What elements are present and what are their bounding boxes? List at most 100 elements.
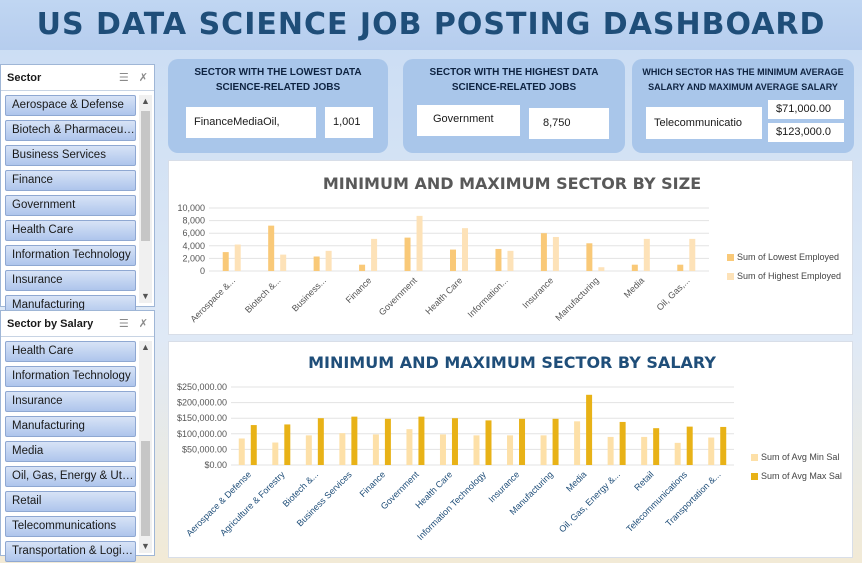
bar-min[interactable] bbox=[674, 442, 681, 465]
bar-max[interactable] bbox=[317, 418, 324, 465]
multi-select-icon[interactable]: ☰ bbox=[118, 72, 129, 84]
y-tick-label: $200,000.00 bbox=[177, 398, 227, 408]
slicer-item[interactable]: Government bbox=[5, 195, 136, 216]
sector-slicer: Sector ☰ ✗ Aerospace & Defense Biotech & … bbox=[0, 64, 155, 316]
bar-max[interactable] bbox=[507, 250, 514, 271]
legend-swatch bbox=[751, 473, 758, 480]
slicer-item[interactable]: Information Technology bbox=[5, 245, 136, 266]
bar-min[interactable] bbox=[268, 225, 275, 271]
bar-max[interactable] bbox=[686, 426, 693, 465]
bar-min[interactable] bbox=[372, 434, 379, 465]
bar-min[interactable] bbox=[450, 249, 456, 271]
scroll-up-icon[interactable]: ▲ bbox=[141, 96, 150, 106]
bar-min[interactable] bbox=[495, 248, 502, 271]
bar-max[interactable] bbox=[598, 267, 605, 271]
slicer-title: Sector bbox=[7, 71, 42, 84]
bar-max[interactable] bbox=[418, 416, 425, 465]
bar-min[interactable] bbox=[222, 252, 229, 271]
kpi-title: WHICH SECTOR HAS THE MINIMUM AVERAGE SAL… bbox=[642, 67, 844, 92]
slicer-item[interactable]: Transportation & Logistics bbox=[5, 541, 136, 562]
bar-max[interactable] bbox=[284, 424, 291, 465]
bar-min[interactable] bbox=[574, 421, 581, 465]
clear-filter-icon[interactable]: ✗ bbox=[138, 318, 148, 330]
slicer-item[interactable]: Telecommunications bbox=[5, 516, 136, 537]
slicer-item[interactable]: Health Care bbox=[5, 220, 136, 241]
slicer-item[interactable]: Insurance bbox=[5, 270, 136, 291]
slicer-item[interactable]: Media bbox=[5, 441, 136, 462]
chart-size: MINIMUM AND MAXIMUM SECTOR BY SIZE 0 2,000… bbox=[177, 174, 841, 324]
bar-min[interactable] bbox=[507, 435, 514, 465]
bar-min[interactable] bbox=[404, 237, 411, 271]
bar-max[interactable] bbox=[416, 215, 423, 271]
bar-max[interactable] bbox=[653, 428, 660, 465]
sector-salary-slicer: Sector by Salary ☰ ✗ Health Care Informat… bbox=[0, 310, 155, 562]
legend-label: Sum of Lowest Employed bbox=[737, 252, 839, 262]
bar-min[interactable] bbox=[586, 243, 593, 271]
bar-min[interactable] bbox=[305, 435, 312, 465]
bar-min[interactable] bbox=[540, 233, 547, 271]
bar-max[interactable] bbox=[586, 394, 593, 465]
bar-max[interactable] bbox=[462, 228, 468, 271]
multi-select-icon[interactable]: ☰ bbox=[118, 318, 129, 330]
bar-max[interactable] bbox=[552, 418, 559, 465]
y-tick-label: $50,000.00 bbox=[182, 444, 227, 454]
scroll-up-icon[interactable]: ▲ bbox=[141, 342, 150, 352]
bar-max[interactable] bbox=[325, 250, 332, 271]
bar-max[interactable] bbox=[485, 420, 492, 465]
slicer-item[interactable]: Insurance bbox=[5, 391, 136, 412]
y-tick-label: 6,000 bbox=[182, 228, 205, 238]
bar-max[interactable] bbox=[250, 425, 257, 465]
kpi-highest-card: SECTOR WITH THE HIGHEST DATA SCIENCE-REL… bbox=[403, 59, 625, 153]
bar-min[interactable] bbox=[473, 435, 480, 465]
bar-min[interactable] bbox=[439, 434, 446, 465]
bar-min[interactable] bbox=[677, 264, 684, 271]
slicer-item[interactable]: Manufacturing bbox=[5, 416, 136, 437]
bar-min[interactable] bbox=[641, 436, 648, 465]
bar-min[interactable] bbox=[238, 438, 245, 465]
slicer-item[interactable]: Biotech & Pharmaceuticals bbox=[5, 120, 136, 141]
y-tick-label: 0 bbox=[200, 266, 205, 276]
bar-min[interactable] bbox=[359, 264, 366, 271]
bar-min[interactable] bbox=[272, 442, 279, 465]
kpi-sector-value: FinanceMediaOil, bbox=[186, 107, 316, 138]
bar-min[interactable] bbox=[607, 436, 614, 465]
bar-min[interactable] bbox=[406, 429, 413, 465]
bar-min[interactable] bbox=[313, 256, 320, 271]
y-tick-label: $250,000.00 bbox=[177, 382, 227, 392]
chart-salary-panel: MINIMUM AND MAXIMUM SECTOR BY SALARY $0.0… bbox=[168, 341, 853, 558]
slicer-item[interactable]: Oil, Gas, Energy & Utilities bbox=[5, 466, 136, 487]
bar-min[interactable] bbox=[540, 435, 547, 465]
slicer-scrollbar[interactable]: ▲ ▼ bbox=[139, 95, 152, 303]
bar-min[interactable] bbox=[339, 433, 346, 465]
slicer-item[interactable]: Finance bbox=[5, 170, 136, 191]
clear-filter-icon[interactable]: ✗ bbox=[138, 72, 148, 84]
slicer-item[interactable]: Aerospace & Defense bbox=[5, 95, 136, 116]
scroll-down-icon[interactable]: ▼ bbox=[141, 291, 150, 301]
bar-min[interactable] bbox=[631, 264, 638, 271]
bar-max[interactable] bbox=[689, 238, 696, 271]
bar-max[interactable] bbox=[552, 236, 559, 271]
bar-max[interactable] bbox=[234, 244, 241, 271]
bar-max[interactable] bbox=[619, 421, 626, 465]
bar-max[interactable] bbox=[720, 426, 727, 465]
slicer-item[interactable]: Information Technology bbox=[5, 366, 136, 387]
x-tick-label: Government bbox=[377, 275, 419, 317]
x-tick-label: Media bbox=[622, 275, 646, 299]
legend-swatch bbox=[727, 273, 734, 280]
bar-max[interactable] bbox=[280, 254, 287, 271]
bar-max[interactable] bbox=[643, 238, 650, 271]
scroll-down-icon[interactable]: ▼ bbox=[141, 541, 150, 551]
scroll-thumb[interactable] bbox=[141, 111, 150, 241]
slicer-item[interactable]: Business Services bbox=[5, 145, 136, 166]
bar-max[interactable] bbox=[519, 418, 526, 465]
slicer-item[interactable]: Retail bbox=[5, 491, 136, 512]
bar-max[interactable] bbox=[351, 416, 358, 465]
scroll-thumb[interactable] bbox=[141, 441, 150, 536]
bar-max[interactable] bbox=[371, 238, 378, 271]
slicer-item[interactable]: Health Care bbox=[5, 341, 136, 362]
x-tick-label: Finance bbox=[358, 469, 388, 499]
bar-max[interactable] bbox=[451, 418, 458, 465]
bar-max[interactable] bbox=[384, 418, 391, 465]
slicer-scrollbar[interactable]: ▲ ▼ bbox=[139, 341, 152, 553]
bar-min[interactable] bbox=[708, 437, 715, 465]
